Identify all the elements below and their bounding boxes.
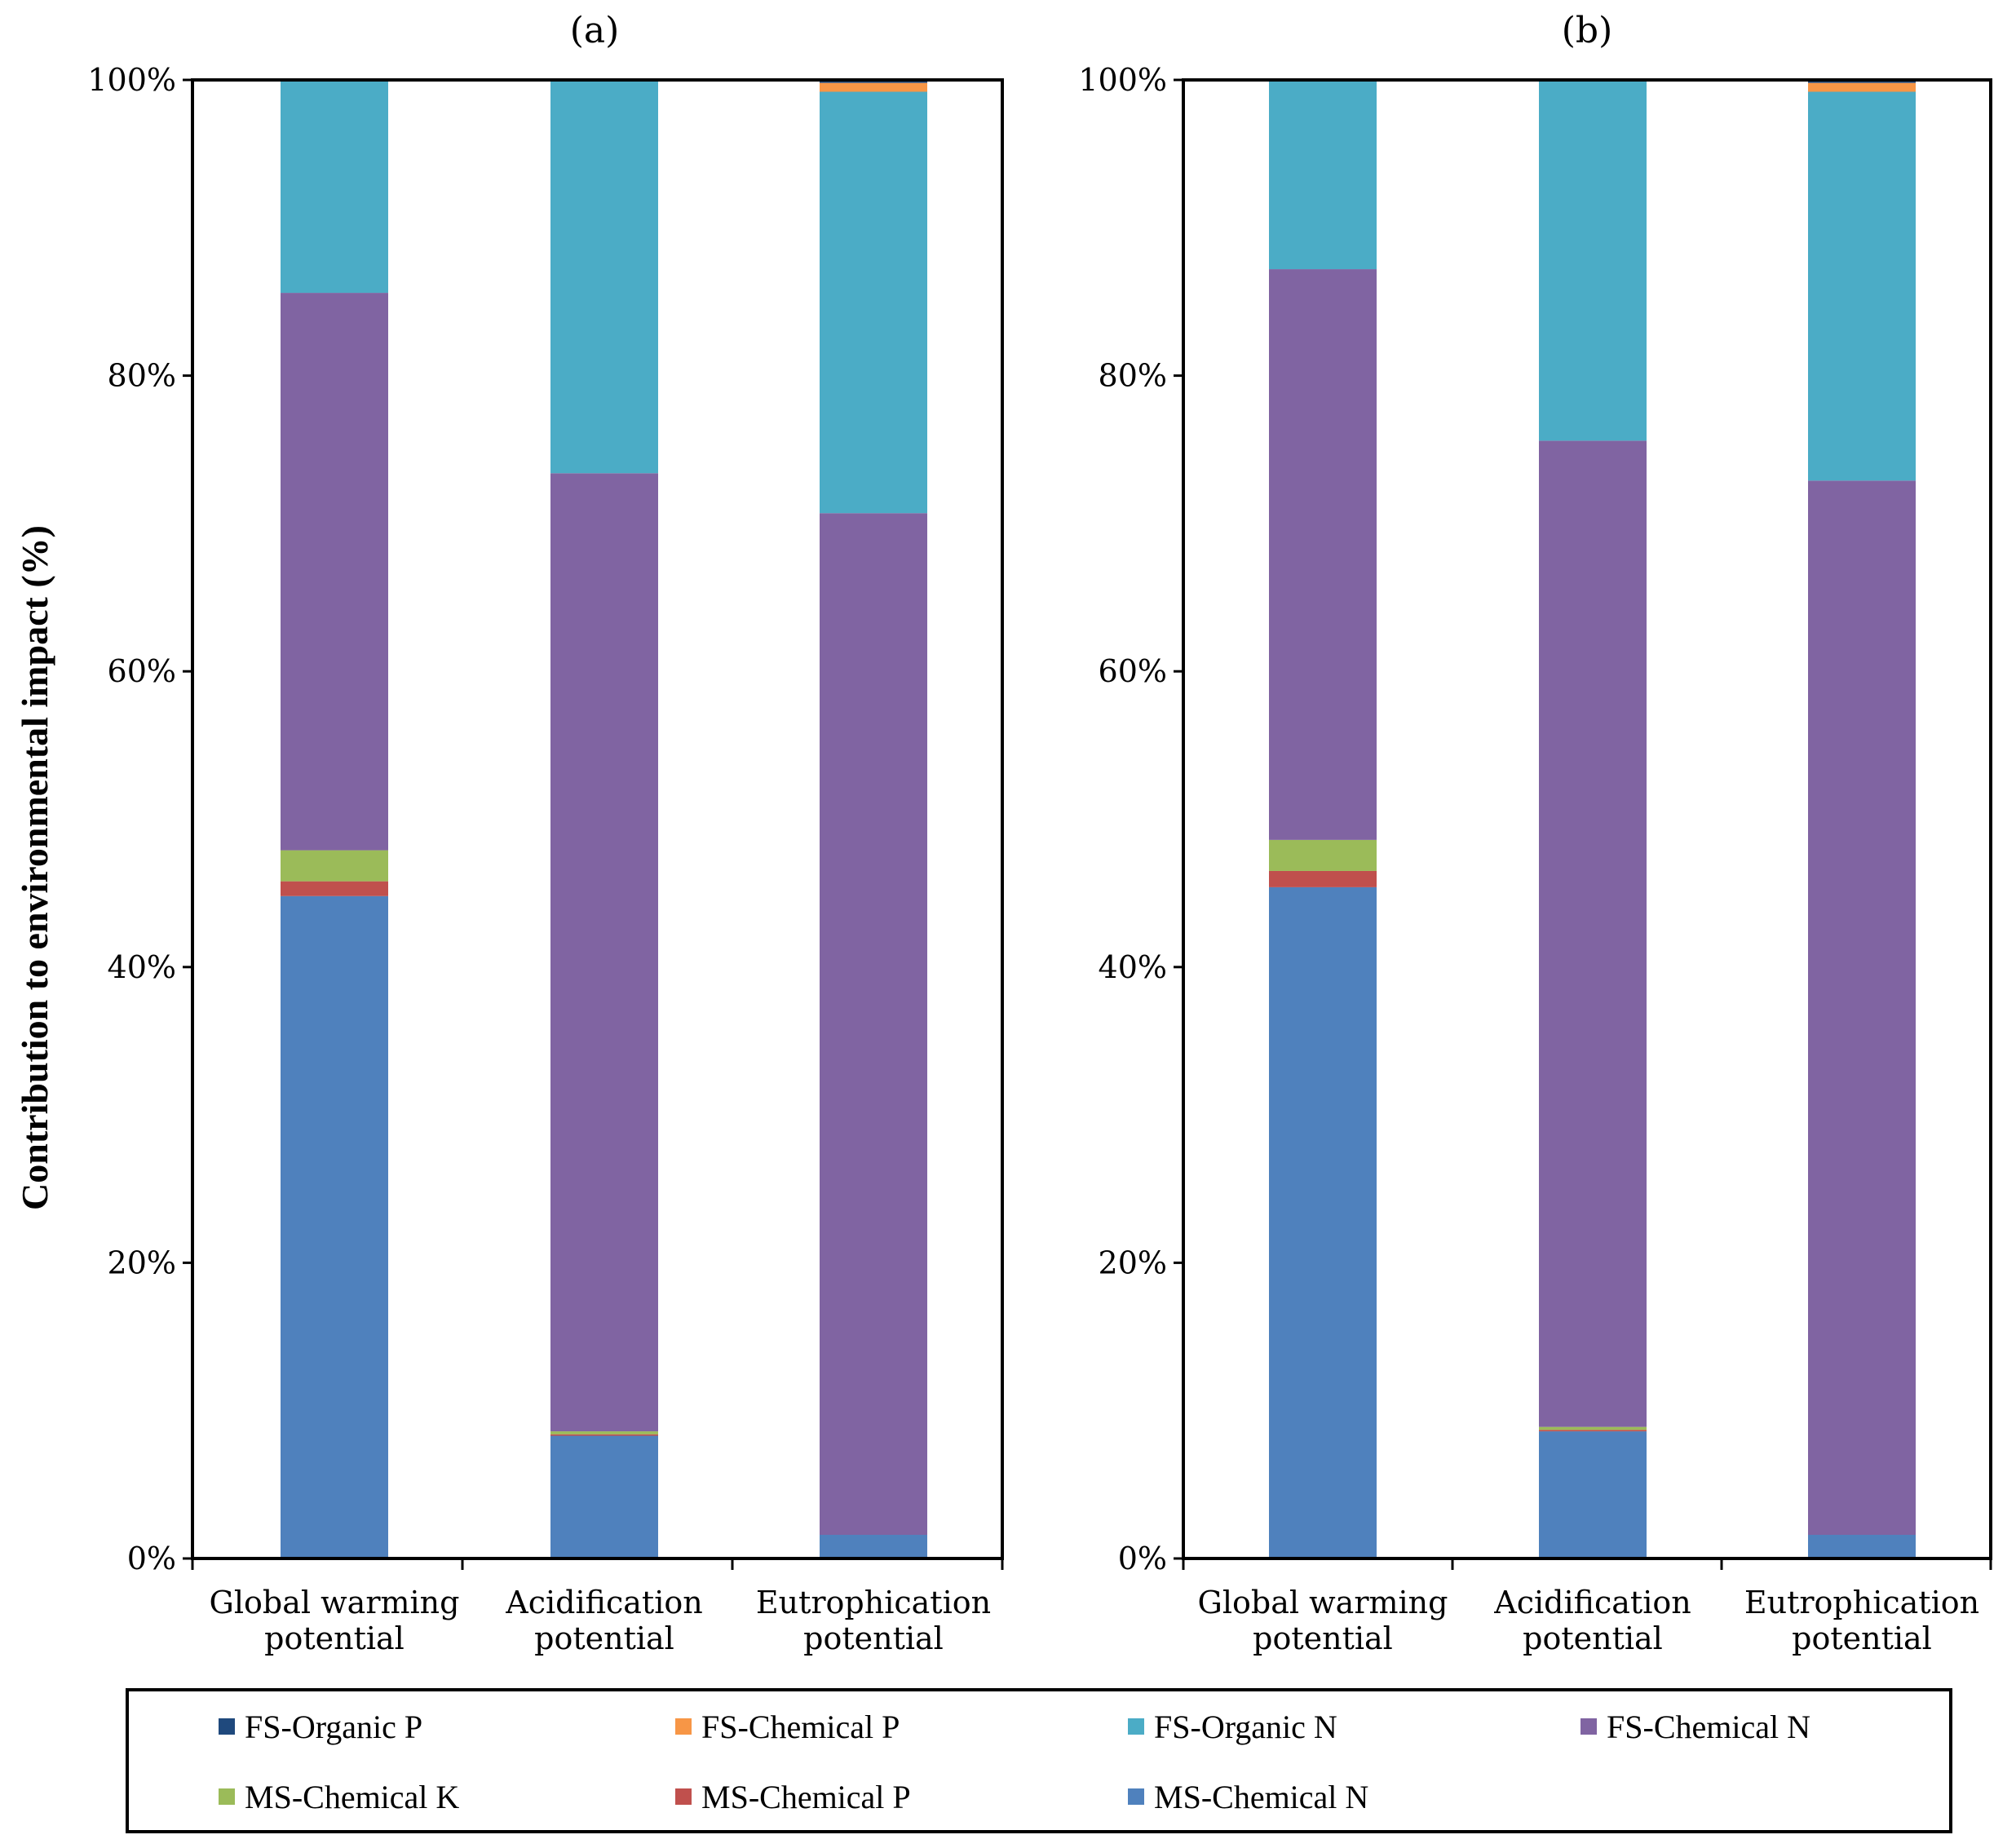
plot-area	[191, 78, 1004, 1560]
x-category-label: Global warming potential	[1198, 1585, 1448, 1656]
legend-item: FS-Organic N	[1128, 1706, 1337, 1747]
bar-segment-fs-organic-n	[1269, 80, 1377, 270]
bar-segment-ms-chemical-n	[1808, 1534, 1916, 1558]
panel-b: (b) 0% 20% 40% 60% 80% 100% Global warming poten…	[1078, 10, 1992, 1656]
bar-segment-ms-chemical-p	[1269, 870, 1377, 887]
y-tick-label: 0%	[127, 1541, 176, 1576]
bar-segment-fs-organic-n	[281, 80, 388, 294]
bar-segment-fs-chemical-n	[820, 513, 927, 1535]
bar-segment-ms-chemical-n	[820, 1534, 927, 1558]
y-tick-label: 40%	[1099, 949, 1167, 985]
x-category-label: Global warming potential	[210, 1585, 460, 1656]
y-tick-label: 100%	[1078, 62, 1167, 98]
bar-segment-ms-chemical-n	[1539, 1431, 1647, 1558]
y-tick-label: 20%	[1099, 1245, 1167, 1280]
bar-segment-ms-chemical-p	[281, 881, 388, 896]
y-tick-label: 0%	[1118, 1541, 1167, 1576]
legend-swatch	[219, 1788, 235, 1805]
bar-segment-ms-chemical-k	[550, 1431, 658, 1435]
legend-label: MS-Chemical P	[701, 1778, 911, 1815]
legend-label: FS-Chemical P	[701, 1708, 900, 1745]
panel-title: (b)	[1562, 10, 1613, 51]
panel-title: (a)	[570, 10, 620, 51]
legend: FS-Organic P FS-Chemical P FS-Organic N FS-…	[126, 1688, 1952, 1833]
panel-a: (a) 0% 20% 40% 60% 80% 100% Global warming poten…	[87, 10, 1004, 1656]
y-axis-label: Contribution to environmental impact (%)	[14, 525, 55, 1210]
y-tick-label: 80%	[108, 358, 176, 394]
y-tick-label: 40%	[108, 949, 176, 985]
y-tick-label: 100%	[87, 62, 176, 98]
legend-swatch	[1128, 1718, 1144, 1735]
bar-segment-fs-organic-n	[820, 91, 927, 514]
bar-segment-fs-organic-n	[550, 80, 658, 474]
bar-segment-ms-chemical-n	[1269, 886, 1377, 1558]
y-tick-label: 80%	[1099, 358, 1167, 394]
legend-item: MS-Chemical P	[675, 1776, 911, 1817]
x-category-label: Acidification potential	[505, 1585, 702, 1656]
bar-segment-fs-chemical-n	[1539, 440, 1647, 1427]
legend-item: FS-Organic P	[219, 1706, 422, 1747]
bar-segment-ms-chemical-n	[550, 1435, 658, 1558]
bar-segment-fs-chemical-n	[1808, 480, 1916, 1535]
bar-segment-ms-chemical-k	[1539, 1426, 1647, 1430]
plot-area	[1182, 78, 1992, 1560]
bar-segment-fs-chemical-n	[1269, 269, 1377, 840]
legend-swatch	[675, 1718, 692, 1735]
legend-item: FS-Chemical P	[675, 1706, 900, 1747]
bar-segment-fs-chemical-p	[820, 82, 927, 92]
bar-segment-fs-organic-n	[1808, 91, 1916, 481]
legend-label: MS-Chemical K	[245, 1778, 460, 1815]
legend-label: FS-Organic N	[1154, 1708, 1337, 1745]
legend-label: FS-Chemical N	[1607, 1708, 1810, 1745]
bar-segment-ms-chemical-n	[281, 895, 388, 1558]
x-category-label: Eutrophication potential	[1744, 1585, 1979, 1656]
legend-swatch	[219, 1718, 235, 1735]
legend-item: MS-Chemical N	[1128, 1776, 1368, 1817]
x-category-label: Eutrophication potential	[756, 1585, 991, 1656]
bar-segment-ms-chemical-k	[1269, 839, 1377, 871]
y-tick-label: 20%	[108, 1245, 176, 1280]
x-category-label: Acidification potential	[1493, 1585, 1691, 1656]
legend-item: FS-Chemical N	[1581, 1706, 1810, 1747]
bar-segment-fs-chemical-n	[550, 473, 658, 1432]
bar-segment-fs-organic-n	[1539, 80, 1647, 441]
legend-label: MS-Chemical N	[1154, 1778, 1369, 1815]
bar-segment-fs-chemical-p	[1808, 82, 1916, 92]
legend-swatch	[675, 1788, 692, 1805]
y-tick-label: 60%	[1099, 653, 1167, 689]
y-tick-label: 60%	[108, 653, 176, 689]
bar-segment-ms-chemical-p	[1539, 1430, 1647, 1432]
bar-segment-ms-chemical-p	[550, 1434, 658, 1436]
bar-segment-fs-chemical-n	[281, 293, 388, 851]
legend-label: FS-Organic P	[245, 1708, 423, 1745]
bar-segment-ms-chemical-k	[281, 850, 388, 882]
legend-item: MS-Chemical K	[219, 1776, 459, 1817]
legend-swatch	[1581, 1718, 1597, 1735]
legend-swatch	[1128, 1788, 1144, 1805]
